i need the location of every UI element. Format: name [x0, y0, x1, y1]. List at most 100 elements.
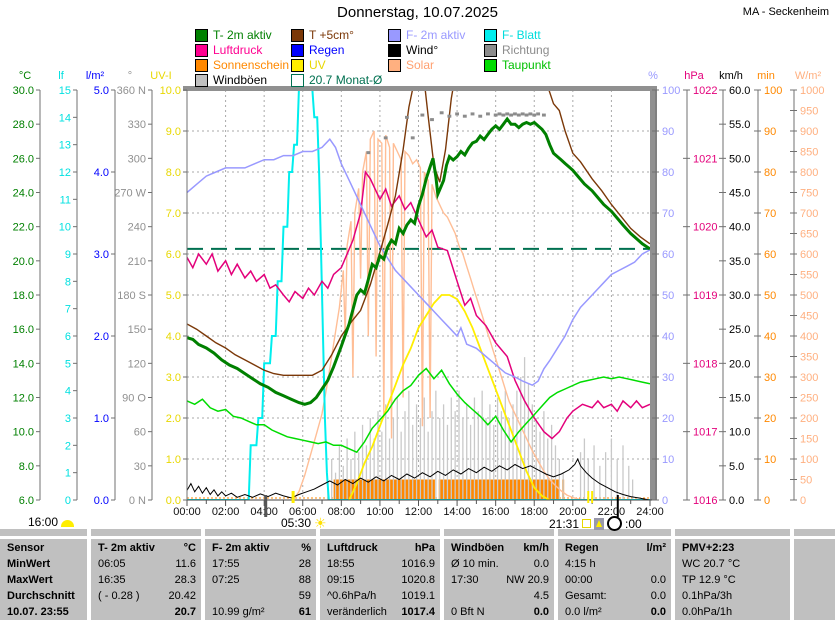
svg-text:120: 120 — [128, 358, 146, 370]
legend-label: Luftdruck — [213, 43, 263, 57]
svg-text:5.0: 5.0 — [729, 461, 744, 473]
table-row: Durchschnitt — [0, 589, 87, 604]
table-row: 17:55 28 — [205, 557, 316, 572]
x-axis: 00:00 02:00 04:00 06:00 08:00 10:00 12:00 14:00… — [173, 500, 664, 518]
table-row: Regen l/m² — [558, 541, 671, 556]
svg-text:30: 30 — [134, 461, 146, 473]
legend-item-t-5cm-: T +5cm° — [291, 28, 354, 42]
legend-item-sonnenschein: Sonnenschein — [195, 58, 289, 72]
legend-swatch — [195, 43, 208, 57]
table-cell-value: 1016.9 — [401, 558, 435, 570]
svg-text:20: 20 — [662, 413, 674, 425]
sunset-time: 21:31 — [549, 516, 580, 531]
table-cell-text: 07:25 — [212, 574, 240, 586]
legend-label: F- Blatt — [502, 28, 541, 42]
table-row: 09:15 1020.8 — [320, 573, 440, 588]
axis-kmh: 0.0 5.0 10.0 15.0 20.0 25.0 30.0 35.0 40.0 45.0 50… — [719, 70, 750, 507]
svg-text:24:00: 24:00 — [636, 506, 664, 518]
table-cell-text: 4:15 h — [565, 558, 596, 570]
svg-text:80: 80 — [662, 167, 674, 179]
table-cell-value: 0.0 — [533, 558, 549, 570]
table-cell-text: 18:55 — [327, 558, 355, 570]
svg-text:14: 14 — [59, 112, 71, 124]
table-row: Gesamt: 0.0 — [558, 589, 671, 604]
table-header: Regen — [565, 542, 599, 554]
table-row: T- 2m aktiv °C — [91, 541, 201, 556]
svg-text:800: 800 — [800, 167, 818, 179]
svg-text:8.0: 8.0 — [166, 167, 181, 179]
table-cell-text: 0.0hPa/1h — [682, 606, 733, 618]
svg-text:14.0: 14.0 — [13, 358, 34, 370]
svg-text:350: 350 — [800, 352, 818, 364]
table-row: 07:25 88 — [205, 573, 316, 588]
svg-text:6.0: 6.0 — [19, 495, 34, 507]
legend-swatch — [195, 58, 208, 72]
svg-text:hPa: hPa — [684, 70, 704, 82]
moonrise-annotation: 16:00 — [28, 515, 75, 529]
svg-text:400: 400 — [800, 331, 818, 343]
table-column-sensor: Sensor MinWert MaxWert Durchschnitt 10.07. 2… — [0, 529, 87, 620]
svg-text:16:00: 16:00 — [482, 506, 510, 518]
table-row: MinWert — [0, 557, 87, 572]
table-cell-value: 1017.4 — [401, 606, 435, 618]
svg-text:70: 70 — [662, 208, 674, 220]
svg-text:15.0: 15.0 — [729, 393, 750, 405]
svg-text:10: 10 — [59, 222, 71, 234]
svg-text:60.0: 60.0 — [729, 85, 750, 97]
svg-text:13: 13 — [59, 140, 71, 152]
svg-text:1017: 1017 — [693, 427, 717, 439]
svg-text:20:00: 20:00 — [559, 506, 587, 518]
svg-text:90: 90 — [764, 126, 776, 138]
axis-pct: 0 10 20 30 40 50 60 70 80 90 100% — [648, 70, 680, 507]
table-row: ^0.6hPa/h 1019.1 — [320, 589, 440, 604]
legend-label: Wind° — [406, 43, 439, 57]
table-cell-value: 20.7 — [174, 606, 196, 618]
svg-text:40.0: 40.0 — [729, 222, 750, 234]
legend-item-solar: Solar — [388, 58, 434, 72]
svg-text:9.0: 9.0 — [166, 126, 181, 138]
svg-text:750: 750 — [800, 188, 818, 200]
svg-text:7: 7 — [65, 304, 71, 316]
table-row: PMV+2:23 — [675, 541, 790, 556]
table-header: Sensor — [7, 542, 45, 554]
table-row: 18:55 1016.9 — [320, 557, 440, 572]
svg-text:22.0: 22.0 — [13, 222, 34, 234]
svg-text:10.0: 10.0 — [160, 85, 181, 97]
table-row: 20.7 — [91, 605, 201, 620]
table-row: 10.99 g/m² 61 — [205, 605, 316, 620]
svg-text:210: 210 — [128, 256, 146, 268]
svg-text:10.0: 10.0 — [13, 427, 34, 439]
svg-text:150: 150 — [128, 324, 146, 336]
svg-text:5: 5 — [65, 358, 71, 370]
table-cell-text: 0.1hPa/3h — [682, 590, 733, 602]
svg-text:10: 10 — [662, 454, 674, 466]
table-row: 00:00 0.0 — [558, 573, 671, 588]
table-cell-text: 0 Bft N — [451, 606, 485, 618]
svg-text:0.0: 0.0 — [729, 495, 744, 507]
svg-text:40: 40 — [764, 331, 776, 343]
table-unit: hPa — [414, 542, 435, 554]
table-cell-text: 17:55 — [212, 558, 240, 570]
legend-label: 20.7 Monat-Ø — [309, 73, 383, 87]
svg-text:0: 0 — [764, 495, 770, 507]
svg-text:10: 10 — [764, 454, 776, 466]
svg-text:1.0: 1.0 — [166, 454, 181, 466]
svg-text:300: 300 — [800, 372, 818, 384]
table-cell-text: 06:05 — [98, 558, 126, 570]
svg-text:00:00: 00:00 — [173, 506, 201, 518]
svg-text:12: 12 — [59, 167, 71, 179]
svg-text:6: 6 — [65, 331, 71, 343]
svg-text:1018: 1018 — [693, 358, 717, 370]
legend-swatch — [484, 43, 497, 57]
legend-item-richtung: Richtung — [484, 43, 549, 57]
table-row: 0 Bft N 0.0 — [444, 605, 554, 620]
table-cell-value: 0.0 — [650, 574, 666, 586]
station-name: MA - Seckenheim — [742, 6, 829, 18]
axis-dir: 0 N 30 60 90 O 120 150 180 S 210 240 270 W 300 330 3… — [114, 70, 153, 507]
svg-text:0.0: 0.0 — [94, 495, 109, 507]
svg-text:55.0: 55.0 — [729, 119, 750, 131]
svg-text:16.0: 16.0 — [13, 324, 34, 336]
svg-text:500: 500 — [800, 290, 818, 302]
svg-text:2: 2 — [65, 440, 71, 452]
svg-text:1016: 1016 — [693, 495, 717, 507]
